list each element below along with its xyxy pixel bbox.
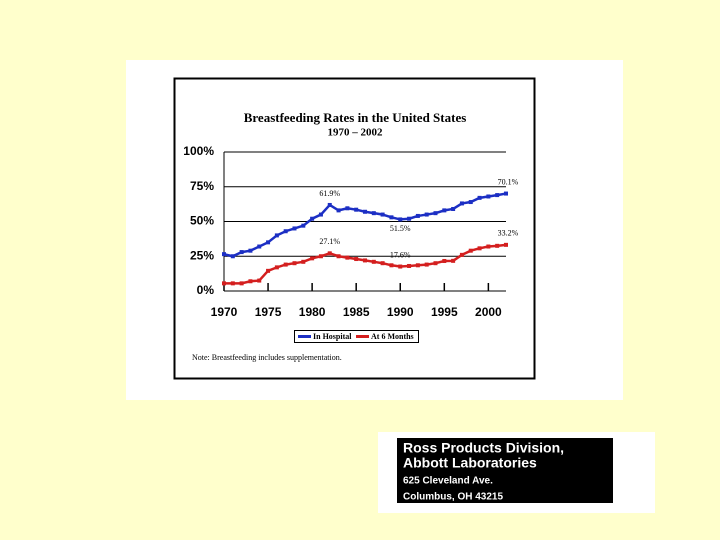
data-label: 61.9%	[319, 189, 340, 198]
point	[486, 194, 491, 199]
x-tick-label: 1970	[211, 305, 238, 319]
point	[222, 281, 226, 286]
x-tick-label: 1980	[299, 305, 326, 319]
y-tick-label: 0%	[197, 283, 215, 297]
point	[495, 243, 500, 248]
point	[398, 217, 403, 222]
point	[239, 281, 244, 286]
point	[327, 251, 332, 256]
point	[310, 256, 315, 261]
point	[415, 213, 420, 218]
point	[433, 261, 438, 266]
point	[398, 264, 403, 269]
point	[504, 191, 508, 196]
y-tick-label: 75%	[190, 179, 214, 193]
point	[354, 257, 359, 262]
point	[371, 211, 376, 216]
point	[239, 250, 244, 255]
point	[468, 248, 473, 253]
address-box	[397, 438, 613, 503]
point	[442, 208, 447, 213]
point	[363, 258, 367, 263]
chart-subtitle: 1970 – 2002	[328, 127, 384, 139]
data-label: 27.1%	[319, 237, 340, 246]
point	[222, 252, 226, 257]
point	[310, 216, 315, 221]
address-line: Columbus, OH 43215	[403, 492, 503, 503]
point	[292, 261, 297, 266]
point	[318, 254, 323, 259]
point	[371, 259, 376, 264]
point	[477, 195, 482, 200]
point	[230, 254, 235, 259]
x-tick-label: 1995	[431, 305, 458, 319]
point	[451, 206, 456, 211]
address-line: 625 Cleveland Ave.	[403, 476, 493, 487]
point	[266, 268, 271, 273]
x-tick-label: 1985	[343, 305, 370, 319]
point	[442, 258, 447, 263]
x-tick-label: 1975	[255, 305, 282, 319]
point	[266, 240, 271, 245]
point	[424, 262, 429, 267]
address-line: Abbott Laboratories	[403, 455, 537, 471]
point	[486, 244, 491, 249]
point	[354, 207, 359, 212]
point	[424, 212, 429, 217]
x-tick-label: 2000	[475, 305, 502, 319]
legend-label: At 6 Months	[371, 332, 414, 341]
point	[301, 223, 306, 228]
data-label: 33.2%	[498, 229, 519, 238]
point	[451, 258, 456, 263]
point	[459, 201, 464, 206]
y-tick-label: 50%	[190, 214, 214, 228]
point	[389, 215, 394, 220]
point	[389, 263, 394, 268]
point	[283, 229, 288, 234]
chart-note: Note: Breastfeeding includes supplementa…	[192, 353, 342, 362]
point	[345, 255, 350, 260]
point	[459, 252, 464, 257]
point	[363, 209, 367, 214]
legend-label: In Hospital	[313, 332, 352, 341]
y-tick-label: 25%	[190, 248, 214, 262]
chart-title: Breastfeeding Rates in the United States	[244, 110, 467, 125]
address-line: Ross Products Division,	[403, 440, 564, 456]
data-label: 17.6%	[390, 250, 411, 259]
point	[248, 279, 253, 284]
point	[327, 202, 332, 207]
point	[292, 226, 297, 231]
x-tick-label: 1990	[387, 305, 414, 319]
point	[257, 244, 262, 249]
point	[345, 206, 350, 211]
point	[274, 265, 279, 270]
chart-frame	[173, 77, 536, 380]
point	[477, 246, 482, 251]
point	[257, 278, 262, 283]
point	[433, 211, 438, 216]
point	[468, 200, 473, 205]
point	[380, 261, 385, 266]
point	[407, 263, 412, 268]
point	[336, 208, 341, 213]
point	[301, 259, 306, 264]
point	[504, 242, 508, 247]
data-label: 51.5%	[390, 224, 411, 233]
point	[495, 193, 500, 198]
point	[248, 248, 253, 253]
point	[380, 212, 385, 217]
point	[336, 254, 341, 259]
y-tick-label: 100%	[183, 144, 214, 158]
point	[407, 216, 412, 221]
data-label: 70.1%	[498, 177, 519, 186]
point	[318, 212, 323, 217]
point	[415, 263, 420, 268]
point	[283, 262, 288, 267]
point	[230, 281, 235, 286]
point	[274, 233, 279, 238]
